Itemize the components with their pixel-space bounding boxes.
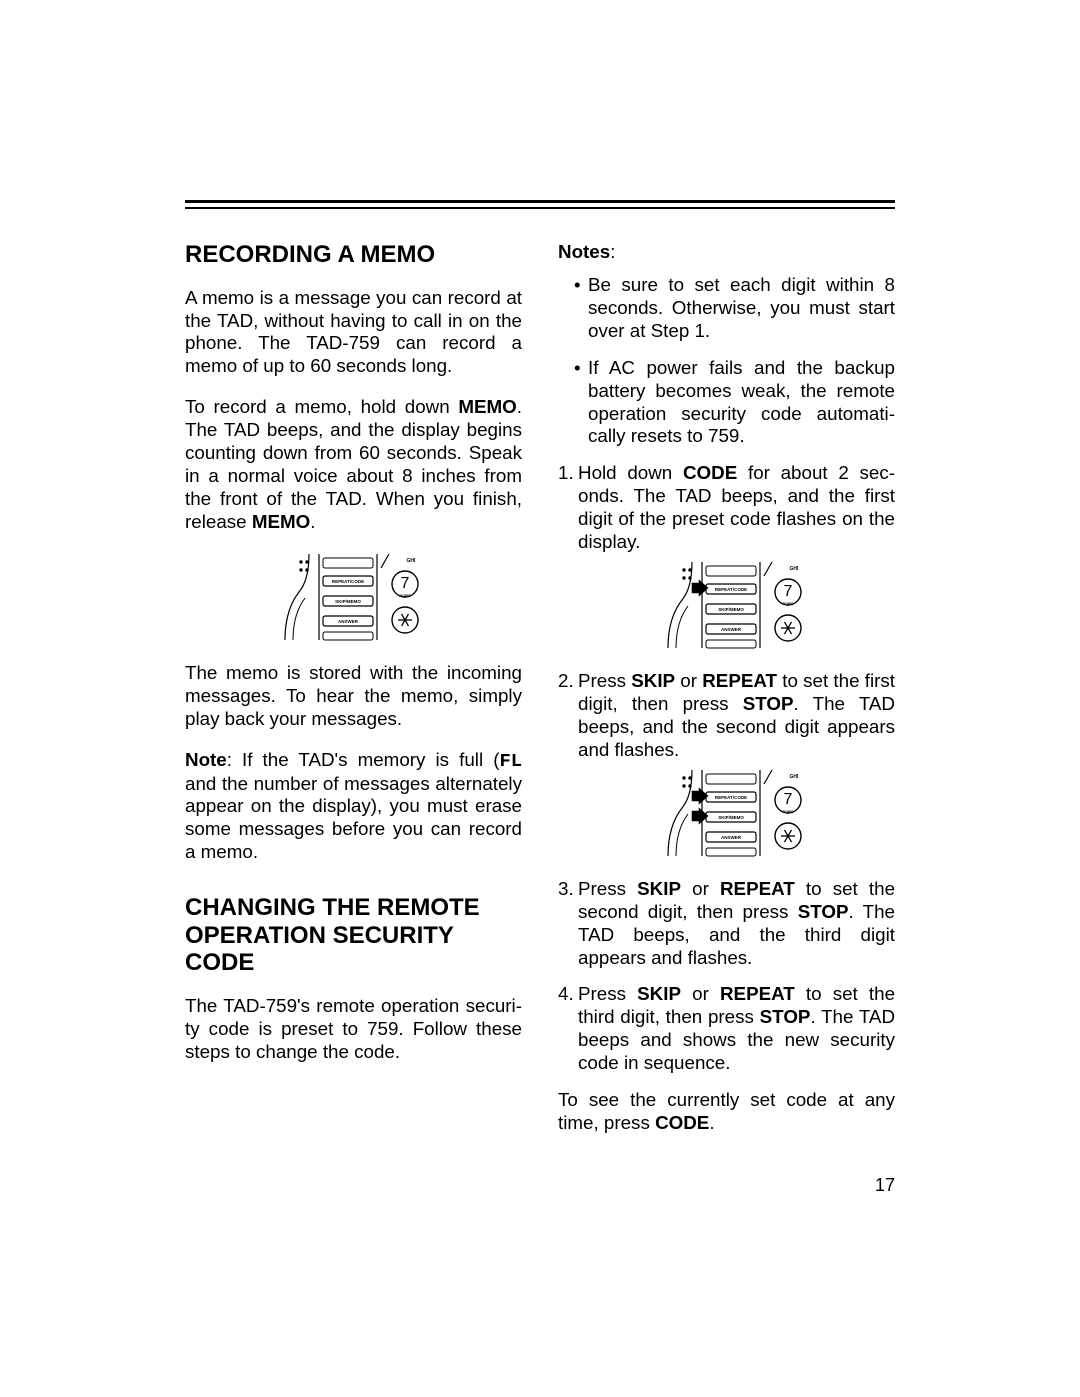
repeat-label: REPEAT xyxy=(720,878,795,899)
skip-label: SKIP xyxy=(637,983,681,1004)
memo-stored: The memo is stored with the incoming mes… xyxy=(185,662,522,731)
svg-text:PQRS: PQRS xyxy=(782,809,794,814)
text: or xyxy=(675,670,702,691)
text: : xyxy=(610,241,615,262)
skip-label: SKIP xyxy=(637,878,681,899)
note-item: Be sure to set each digit within 8 secon… xyxy=(574,274,895,343)
notes-list: Be sure to set each digit within 8 secon… xyxy=(558,274,895,448)
diagram-memo: REPEAT/CODE SKIP/MEMO ANSWER GHI 7PQRS xyxy=(185,552,522,642)
svg-text:REPEAT/CODE: REPEAT/CODE xyxy=(714,587,746,592)
svg-text:GHI: GHI xyxy=(406,558,416,564)
memo-howto: To record a memo, hold down MEMO. The TA… xyxy=(185,396,522,534)
left-column: RECORDING A MEMO A memo is a message you… xyxy=(185,241,522,1135)
svg-text:ANSWER: ANSWER xyxy=(721,835,742,840)
svg-text:PQRS: PQRS xyxy=(399,593,411,598)
memo-intro: A memo is a message you can record at th… xyxy=(185,287,522,379)
text: or xyxy=(681,878,720,899)
text: To record a memo, hold down xyxy=(185,396,458,417)
stop-label: STOP xyxy=(760,1006,811,1027)
tad-button-diagram-icon: REPEAT/CODE SKIP/MEMO ANSWER GHI 7PQRS xyxy=(279,552,429,642)
memo-label: MEMO xyxy=(252,511,310,532)
svg-text:GHI: GHI xyxy=(789,774,799,780)
text: . xyxy=(709,1112,714,1133)
svg-text:SKIP/MEMO: SKIP/MEMO xyxy=(718,815,744,820)
columns: RECORDING A MEMO A memo is a message you… xyxy=(185,241,895,1135)
code-label: CODE xyxy=(683,462,737,483)
note-label: Note xyxy=(185,749,227,770)
code-intro: The TAD-759's remote operation secu­ri­t… xyxy=(185,995,522,1064)
svg-text:REPEAT/CODE: REPEAT/CODE xyxy=(331,579,363,584)
stop-label: STOP xyxy=(743,693,794,714)
fl-code: FL xyxy=(499,750,522,772)
repeat-label: REPEAT xyxy=(702,670,777,691)
step-number: 4. xyxy=(558,983,574,1006)
page-number: 17 xyxy=(875,1175,895,1196)
page: RECORDING A MEMO A memo is a message you… xyxy=(185,200,895,1135)
svg-text:ANSWER: ANSWER xyxy=(721,627,742,632)
steps-list: 1. Hold down CODE for about 2 sec­onds. … xyxy=(558,462,895,1075)
stop-label: STOP xyxy=(798,901,849,922)
svg-text:SKIP/MEMO: SKIP/MEMO xyxy=(718,607,744,612)
text: and the number of messages alternately a… xyxy=(185,773,522,863)
memo-label: MEMO xyxy=(458,396,516,417)
tad-button-diagram-icon: REPEAT/CODE SKIP/MEMO ANSWER GHI 7PQRS xyxy=(662,560,812,650)
text: Press xyxy=(578,983,637,1004)
text: . xyxy=(310,511,315,532)
skip-label: SKIP xyxy=(631,670,675,691)
step-number: 3. xyxy=(558,878,574,901)
memo-note: Note: If the TAD's memory is full (FL an… xyxy=(185,749,522,865)
svg-text:ANSWER: ANSWER xyxy=(338,619,359,624)
heading-change-code: CHANGING THE REMOTE OPERATION SECURITY C… xyxy=(185,894,522,977)
step-number: 2. xyxy=(558,670,574,693)
svg-text:7: 7 xyxy=(783,791,792,808)
code-label: CODE xyxy=(655,1112,709,1133)
text: : If the TAD's memory is full ( xyxy=(227,749,500,770)
note-item: If AC power fails and the backup battery… xyxy=(574,357,895,449)
text: Hold down xyxy=(578,462,683,483)
step-3: 3. Press SKIP or REPEAT to set the secon… xyxy=(558,878,895,970)
diagram-step2: REPEAT/CODE SKIP/MEMO ANSWER GHI 7PQRS xyxy=(578,768,895,858)
right-column: Notes: Be sure to set each digit within … xyxy=(558,241,895,1135)
step-4: 4. Press SKIP or REPEAT to set the third… xyxy=(558,983,895,1075)
step-2: 2. Press SKIP or REPEAT to set the first… xyxy=(558,670,895,858)
text: Press xyxy=(578,878,637,899)
repeat-label: REPEAT xyxy=(720,983,795,1004)
text: To see the currently set code at any tim… xyxy=(558,1089,895,1133)
svg-text:7: 7 xyxy=(783,583,792,600)
see-code: To see the currently set code at any tim… xyxy=(558,1089,895,1135)
svg-text:GHI: GHI xyxy=(789,566,799,572)
step-number: 1. xyxy=(558,462,574,485)
svg-text:SKIP/MEMO: SKIP/MEMO xyxy=(335,599,361,604)
diagram-step1: REPEAT/CODE SKIP/MEMO ANSWER GHI 7PQRS xyxy=(578,560,895,650)
svg-text:PQRS: PQRS xyxy=(782,601,794,606)
svg-text:REPEAT/CODE: REPEAT/CODE xyxy=(714,795,746,800)
step-1: 1. Hold down CODE for about 2 sec­onds. … xyxy=(558,462,895,650)
text: Press xyxy=(578,670,631,691)
notes-label: Notes xyxy=(558,241,610,262)
svg-text:7: 7 xyxy=(400,575,409,592)
tad-button-diagram-icon: REPEAT/CODE SKIP/MEMO ANSWER GHI 7PQRS xyxy=(662,768,812,858)
notes-heading: Notes: xyxy=(558,241,895,264)
heading-recording-memo: RECORDING A MEMO xyxy=(185,241,522,269)
horizontal-rule xyxy=(185,200,895,209)
text: or xyxy=(681,983,720,1004)
